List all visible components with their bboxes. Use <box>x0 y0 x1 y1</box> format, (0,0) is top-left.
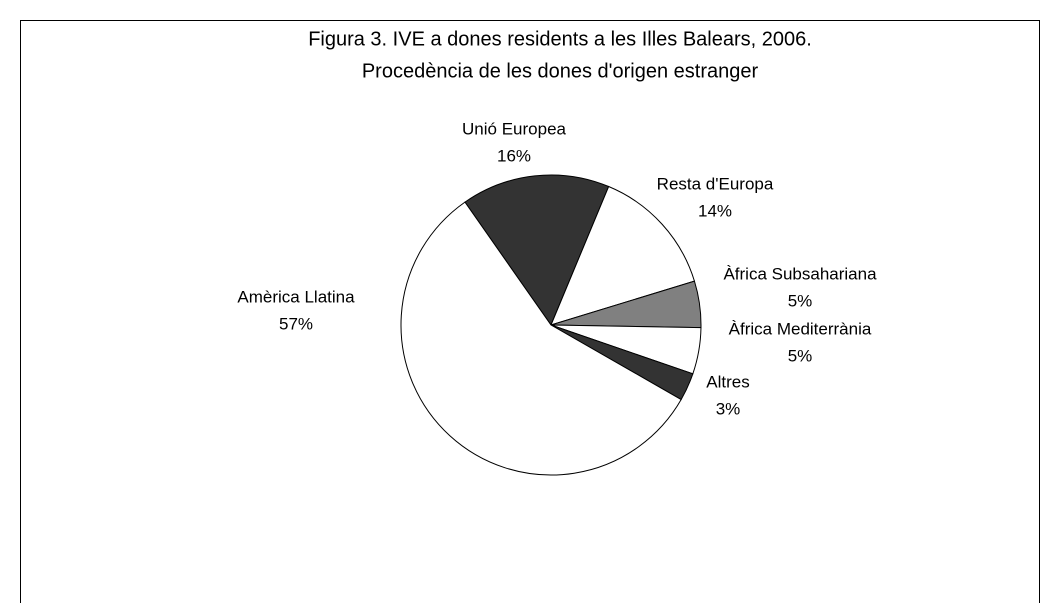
chart-title: Figura 3. IVE a dones residents a les Il… <box>308 28 812 50</box>
slice-label: Resta d'Europa <box>657 174 774 193</box>
slice-label: Amèrica Llatina <box>237 287 355 306</box>
chart-subtitle: Procedència de les dones d'origen estran… <box>362 60 759 82</box>
slice-label: Àfrica Mediterrània <box>729 319 872 338</box>
slice-value-label: 5% <box>788 291 813 310</box>
slice-value-label: 3% <box>716 399 741 418</box>
pie-slice <box>550 185 696 326</box>
slice-value-label: 14% <box>698 201 732 220</box>
slice-value-label: 57% <box>279 314 313 333</box>
slice-value-label: 5% <box>788 346 813 365</box>
pie-slice <box>400 201 682 476</box>
slice-value-label: 16% <box>497 146 531 165</box>
slice-label: Àfrica Subsahariana <box>723 264 877 283</box>
pie-slice <box>464 174 610 327</box>
slice-label: Altres <box>706 372 749 391</box>
slice-label: Unió Europea <box>462 119 567 138</box>
